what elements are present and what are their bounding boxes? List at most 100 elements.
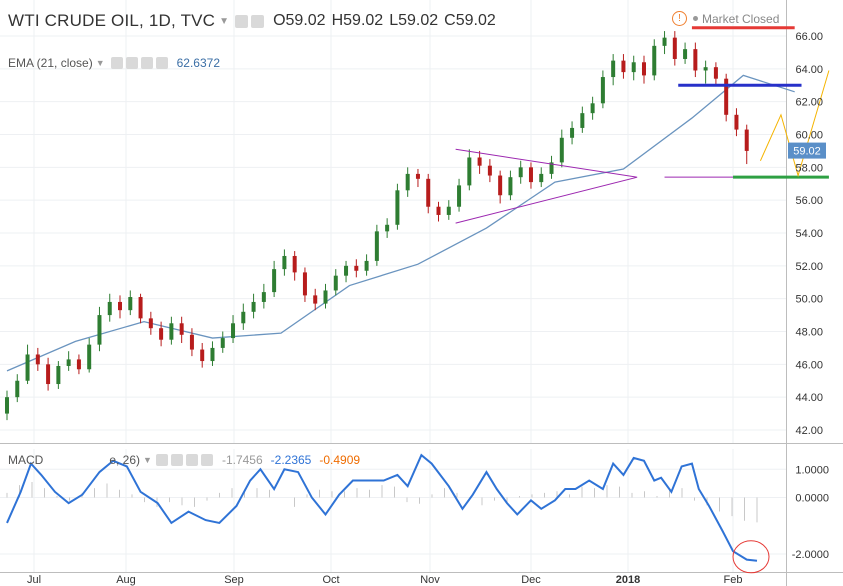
macd-legend: MACD e, 26) ▼ -1.7456 -2.2365 -0.4909: [8, 453, 360, 467]
y-tick-label: 64.00: [795, 64, 823, 76]
candle-body: [25, 354, 30, 381]
candle-body: [590, 103, 595, 114]
candle-body: [631, 62, 636, 73]
candle-body: [200, 349, 205, 362]
candle-body: [56, 365, 61, 385]
candle-body: [446, 206, 451, 215]
eye-icon[interactable]: [155, 454, 168, 466]
close-icon[interactable]: [155, 57, 168, 69]
candle-body: [415, 173, 420, 179]
candle-body: [169, 323, 174, 340]
macd-value-1: -1.7456: [221, 453, 263, 467]
candle-body: [107, 301, 112, 316]
candle-body: [713, 67, 718, 79]
candle-body: [292, 255, 297, 273]
candle-body: [724, 78, 729, 115]
y-tick-label: 48.00: [795, 327, 823, 339]
last-price-badge: [788, 142, 826, 159]
y-tick-label: 52.00: [795, 261, 823, 273]
close-icon[interactable]: [200, 454, 213, 466]
x-tick-label: Jul: [27, 574, 41, 586]
macd-y-tick-label: 1.0000: [795, 464, 829, 476]
status-dot-icon: [693, 16, 698, 21]
triangle-pattern: [455, 148, 638, 224]
market-status-label: Market Closed: [702, 11, 780, 26]
candle-body: [46, 364, 51, 385]
market-status: ! Market Closed: [672, 11, 779, 26]
x-axis-ticks: Jul Aug Sep Oct Nov Dec 2018 Feb: [27, 574, 743, 586]
ema-legend: EMA (21, close) ▼ 62.6372: [8, 56, 220, 70]
candle-body: [559, 137, 564, 163]
macd-value-2: -2.2365: [270, 453, 312, 467]
ema-line: [6, 74, 795, 372]
candle-body: [148, 318, 153, 329]
more-icon[interactable]: [140, 57, 153, 69]
candle-body: [467, 157, 472, 186]
chart-header: WTI CRUDE OIL, 1D, TVC ▼ O 59.02 H 59.02 L…: [8, 10, 496, 32]
low-value: 59.02: [398, 12, 439, 29]
candle-body: [734, 114, 739, 130]
candle-body: [35, 354, 40, 365]
candle-body: [528, 167, 533, 183]
candle-body: [600, 77, 605, 104]
candle-body: [570, 127, 575, 138]
x-tick-label: 2018: [616, 574, 640, 586]
candle-body: [652, 45, 657, 76]
last-price-label: 59.02: [793, 146, 821, 158]
candle-body: [436, 206, 441, 215]
macd-y-tick-label: 0.0000: [795, 493, 829, 505]
candle-body: [128, 297, 133, 311]
settings-icon[interactable]: [170, 454, 183, 466]
chevron-down-icon[interactable]: ▼: [219, 15, 230, 27]
y-tick-label: 46.00: [795, 359, 823, 371]
candle-body: [210, 347, 215, 362]
candle-body: [364, 260, 369, 271]
chevron-down-icon[interactable]: ▼: [143, 455, 152, 465]
candle-body: [179, 323, 184, 335]
candle-body: [261, 292, 266, 302]
candle-body: [580, 113, 585, 128]
y-tick-label: 66.00: [795, 31, 823, 43]
candle-body: [457, 185, 462, 207]
candle-body: [683, 49, 688, 59]
candle-body: [118, 301, 123, 311]
macd-value-3: -0.4909: [319, 453, 361, 467]
y-axis-ticks: 42.00 44.00 46.00 48.00 50.00 52.00 54.00 56.00…: [792, 31, 829, 561]
candle-body: [549, 162, 554, 174]
candle-body: [385, 224, 390, 232]
y-tick-label: 54.00: [795, 228, 823, 240]
chevron-down-icon[interactable]: ▼: [95, 58, 105, 68]
candle-body: [395, 190, 400, 225]
candle-body: [138, 297, 143, 319]
format-icon[interactable]: [251, 14, 265, 28]
more-icon[interactable]: [185, 454, 198, 466]
close-label: C: [444, 12, 456, 29]
open-label: O: [273, 12, 286, 29]
candle-body: [744, 129, 749, 151]
y-tick-label: 42.00: [795, 425, 823, 437]
candle-body: [87, 344, 92, 370]
candle-body: [611, 60, 616, 78]
candle-body: [426, 178, 431, 207]
symbol-title[interactable]: WTI CRUDE OIL, 1D, TVC: [8, 11, 216, 30]
candle-body: [374, 231, 379, 261]
candle-body: [344, 265, 349, 276]
x-tick-label: Nov: [420, 574, 440, 586]
price-badge: 59.02: [788, 142, 826, 159]
candle-body: [498, 175, 503, 196]
settings-icon[interactable]: [125, 57, 138, 69]
high-label: H: [331, 12, 344, 29]
y-tick-label: 44.00: [795, 392, 823, 404]
candle-body: [487, 165, 492, 176]
ema-series-line: [6, 74, 795, 372]
candle-body: [189, 334, 194, 350]
candle-body: [282, 255, 287, 270]
settings-icon[interactable]: [235, 14, 249, 28]
candle-body: [621, 60, 626, 73]
x-tick-label: Oct: [322, 574, 339, 586]
high-value: 59.02: [343, 12, 384, 29]
eye-icon[interactable]: [110, 57, 123, 69]
candle-body: [220, 338, 225, 348]
